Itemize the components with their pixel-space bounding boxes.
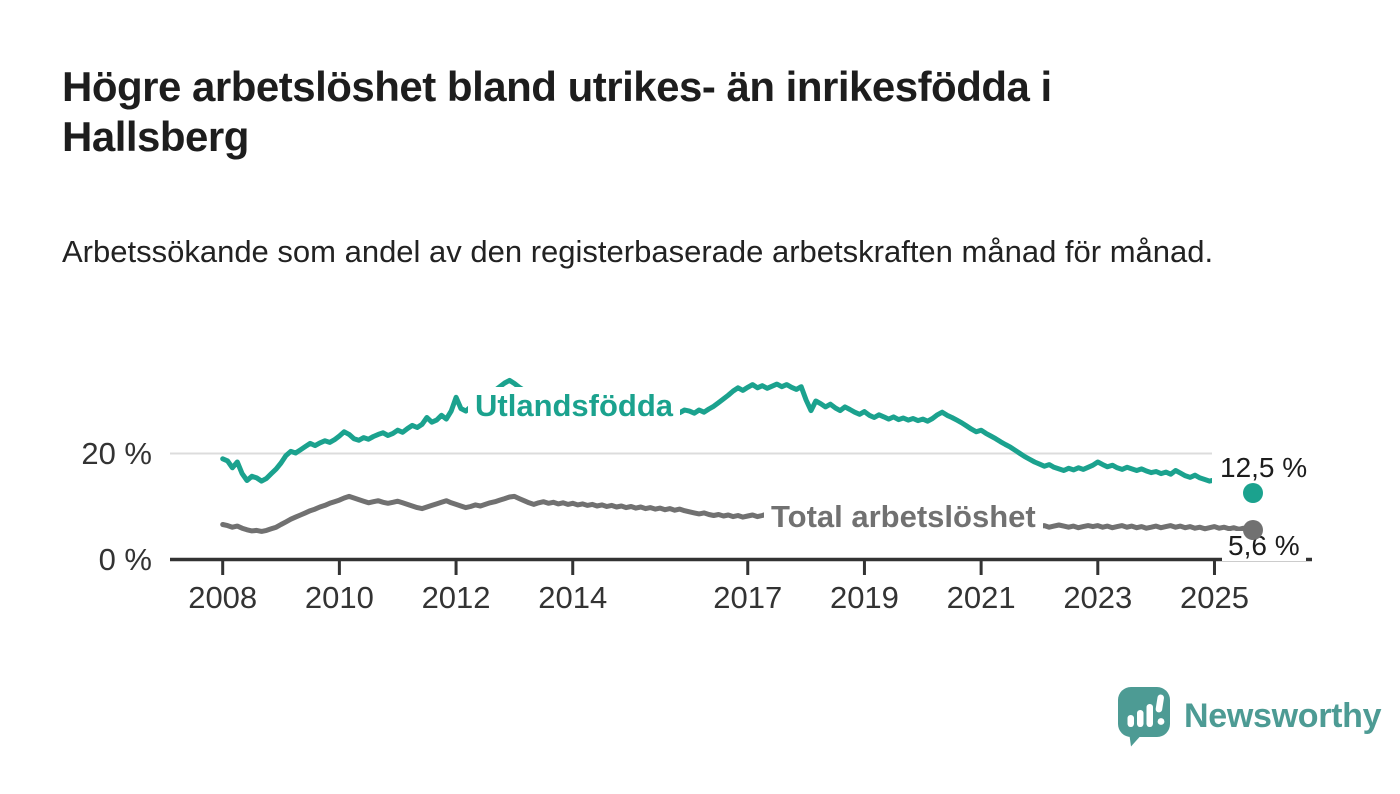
x-axis-label: 2008 — [188, 580, 258, 615]
y-axis-label: 20 % — [81, 435, 152, 471]
x-axis-label: 2017 — [713, 580, 783, 615]
series-label-foreign-born: Utlandsfödda — [468, 387, 681, 425]
x-axis-ticks — [221, 561, 1216, 575]
x-axis-label: 2025 — [1179, 580, 1249, 615]
end-dot-total-unemployment — [1243, 519, 1264, 540]
x-axis-label: 2019 — [829, 580, 899, 615]
series-lines — [220, 377, 1256, 534]
end-value-foreign-born: 12,5 % — [1212, 452, 1316, 492]
newsworthy-logo-text: Newsworthy — [1184, 697, 1382, 735]
line-total-unemployment — [220, 493, 1256, 534]
x-axis-label: 2010 — [304, 580, 374, 615]
end-value-total-unemployment: 5,6 % — [1222, 531, 1306, 561]
newsworthy-logo: Newsworthy — [1117, 686, 1382, 747]
y-axis-label: 0 % — [98, 541, 152, 577]
line-foreign-born — [220, 377, 1256, 496]
series-label-total-unemployment: Total arbetslöshet — [764, 498, 1043, 536]
end-dot-foreign-born — [1243, 483, 1264, 504]
newsworthy-logo-icon — [1118, 687, 1170, 747]
page-title: Högre arbetslöshet bland utrikes- än inr… — [62, 63, 1052, 160]
x-axis-label: 2023 — [1063, 580, 1133, 615]
x-axis-label: 2021 — [946, 580, 1016, 615]
x-axis-label: 2014 — [538, 580, 608, 615]
chart-subtitle: Arbetssökande som andel av den registerb… — [62, 234, 1214, 269]
x-axis-label: 2012 — [421, 580, 491, 615]
